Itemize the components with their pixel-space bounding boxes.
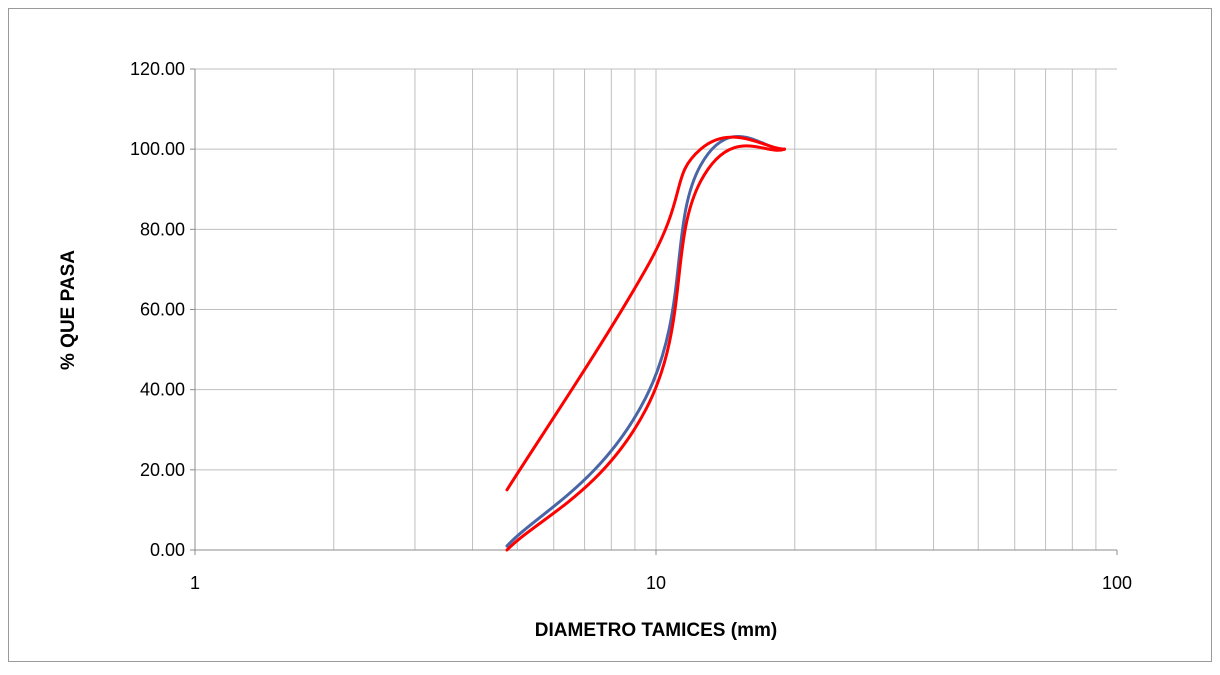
gridlines bbox=[195, 68, 1117, 550]
series-line-3 bbox=[505, 135, 787, 492]
x-tick-label: 100 bbox=[1102, 573, 1132, 593]
y-tick-label: 40.00 bbox=[140, 380, 185, 400]
x-tick-label: 10 bbox=[646, 573, 666, 593]
series-line-2 bbox=[505, 144, 787, 552]
y-tick-label: 80.00 bbox=[140, 219, 185, 239]
chart-border bbox=[8, 8, 1212, 662]
y-tick-label: 20.00 bbox=[140, 460, 185, 480]
x-tick-label: 1 bbox=[190, 573, 200, 593]
x-axis-title: DIAMETRO TAMICES (mm) bbox=[535, 620, 777, 641]
y-tick-label: 100.00 bbox=[130, 139, 185, 159]
y-tick-label: 60.00 bbox=[140, 300, 185, 320]
y-tick-label: 0.00 bbox=[150, 540, 185, 560]
axes bbox=[190, 68, 1118, 555]
y-tick-label: 120.00 bbox=[130, 59, 185, 79]
y-axis-title: % QUE PASA bbox=[58, 250, 79, 370]
data-series bbox=[505, 134, 787, 552]
tick-labels: 0.00 20.00 40.00 60.00 80.00 100.00 120.00 1 10 1… bbox=[130, 59, 1132, 593]
